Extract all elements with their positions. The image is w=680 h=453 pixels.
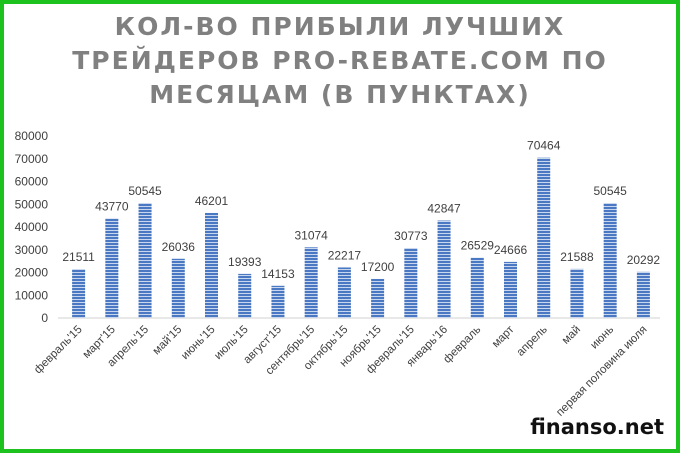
bar [171,258,185,318]
bar-value-label: 30773 [394,229,428,243]
bar-value-label: 26036 [162,240,196,254]
bar [304,247,318,318]
y-tick-label: 60000 [15,175,49,189]
bar-value-label: 50545 [593,184,627,198]
y-tick-label: 10000 [15,288,49,302]
bar [504,261,517,318]
bar-value-label: 21511 [62,250,95,264]
bar [636,271,650,318]
y-tick-label: 20000 [15,266,49,280]
x-tick-label: март [490,323,517,350]
chart-title: КОЛ-ВО ПРИБЫЛИ ЛУЧШИХ ТРЕЙДЕРОВ PRO-REBA… [40,10,640,112]
watermark: finanso.net [530,415,664,439]
bar [437,220,451,318]
bar [603,203,617,318]
x-tick-label: июнь'15 [179,324,217,362]
bar-value-label: 14153 [261,267,295,281]
bar-value-label: 70464 [527,139,561,153]
bar [570,268,584,318]
x-tick-label: июнь [588,324,616,352]
bar-value-label: 19393 [228,255,262,269]
bar-value-label: 43770 [95,199,129,213]
bar [238,273,252,318]
bar-value-label: 50545 [128,184,162,198]
value-labels: 2151143770505452603646201193931415331074… [62,139,660,281]
y-tick-label: 0 [41,311,48,325]
y-tick-label: 30000 [15,243,49,257]
y-axis: 0 10000 20000 30000 40000 50000 60000 70000 8000… [15,129,660,325]
bar [537,157,551,318]
bars [72,157,650,318]
bar [470,257,484,318]
x-tick-label: февраль'15 [32,324,85,377]
chart-title-line-2: ТРЕЙДЕРОВ PRO-REBATE.COM ПО [72,46,608,75]
bar [271,285,285,318]
bar [371,278,385,318]
bar [337,267,351,318]
y-tick-label: 50000 [15,197,49,211]
chart-title-line-3: МЕСЯЦАМ (В ПУНКТАХ) [149,80,531,109]
bar [72,269,86,318]
bar-value-label: 46201 [195,194,229,208]
y-tick-label: 40000 [15,220,49,234]
y-tick-label: 80000 [15,129,49,143]
y-tick-label: 70000 [15,152,49,166]
chart-title-line-1: КОЛ-ВО ПРИБЫЛИ ЛУЧШИХ [114,12,566,41]
bar-value-label: 42847 [427,202,461,216]
bar-value-label: 20292 [627,253,661,267]
bar-value-label: 24666 [494,243,528,257]
bar-value-label: 21588 [560,250,594,264]
bar-value-label: 26529 [461,239,495,253]
bar-value-label: 22217 [328,248,362,262]
bar [404,247,418,318]
bar [138,203,152,318]
x-tick-label: май [560,324,583,347]
bar-value-label: 31074 [294,228,328,242]
bar [105,218,119,318]
bar [205,212,218,318]
bar-value-label: 17200 [361,260,395,274]
x-tick-label: апрель [515,324,550,359]
